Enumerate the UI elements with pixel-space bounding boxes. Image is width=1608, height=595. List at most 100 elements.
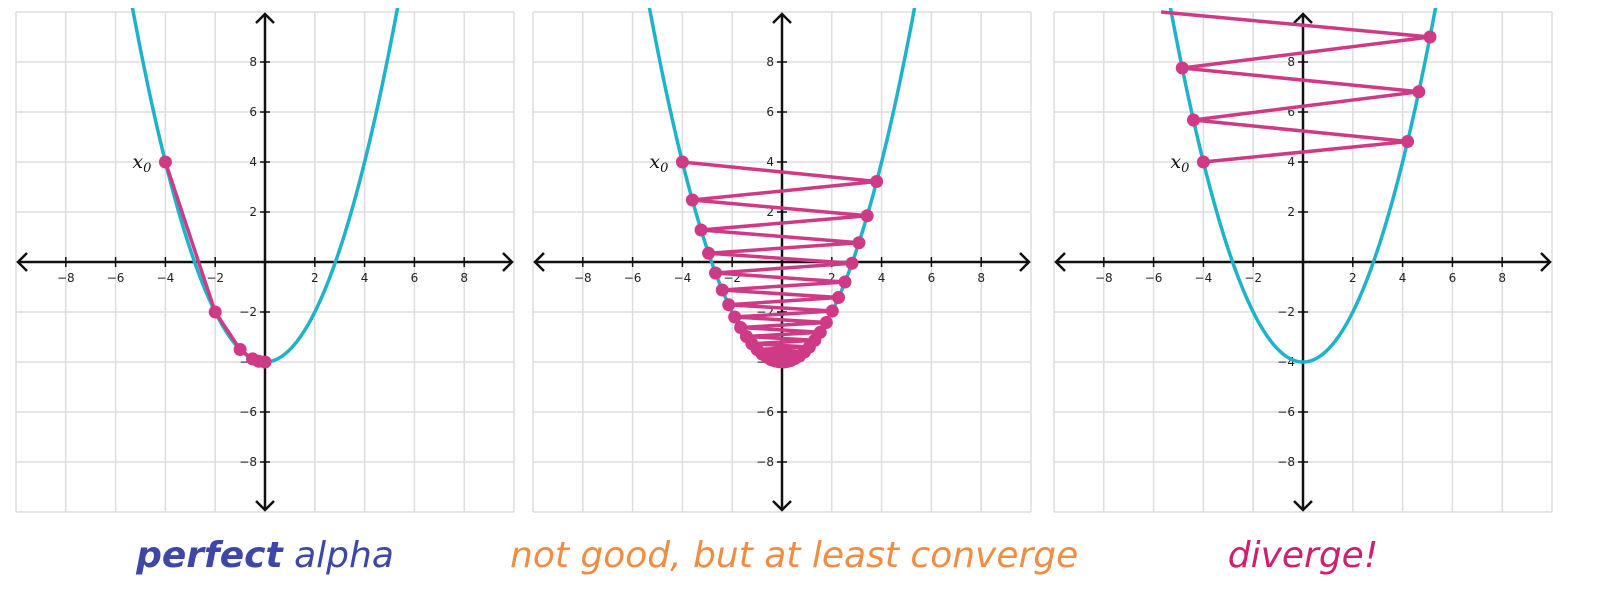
start-point-label-subscript: 0 — [1181, 161, 1189, 176]
caption-perfect-rest: alpha — [282, 535, 394, 576]
x-tick-label: 6 — [411, 271, 419, 285]
x-tick-label: 8 — [977, 271, 985, 285]
y-tick-label: −6 — [756, 405, 774, 419]
y-tick-label: −2 — [239, 305, 257, 319]
x-axis-arrow-right — [1019, 252, 1031, 272]
function-curve — [1168, 8, 1438, 364]
x-tick-label: −6 — [107, 271, 125, 285]
iteration-point — [715, 283, 729, 297]
y-tick-label: 8 — [766, 55, 774, 69]
y-axis-arrow-bottom — [1293, 500, 1313, 512]
y-tick-label: 6 — [249, 105, 257, 119]
y-tick-label: 4 — [1287, 155, 1295, 169]
x-axis-arrow-right — [502, 252, 514, 272]
y-axis-arrow-top — [1293, 12, 1313, 24]
start-point-label-subscript: 0 — [143, 161, 151, 176]
iteration-point — [1401, 135, 1415, 148]
iteration-point — [1412, 85, 1426, 99]
iteration-point — [208, 305, 222, 319]
x-tick-label: −8 — [1095, 271, 1113, 285]
y-tick-label: −8 — [756, 455, 774, 469]
y-tick-label: −6 — [1277, 405, 1295, 419]
x-tick-label: 4 — [1399, 271, 1407, 285]
iteration-point — [845, 256, 859, 270]
y-tick-label: −6 — [239, 405, 257, 419]
y-axis-arrow-bottom — [255, 500, 275, 512]
x-tick-label: 2 — [311, 271, 319, 285]
y-axis-arrow-bottom — [772, 500, 792, 512]
iteration-point — [870, 175, 884, 188]
caption-diverge-text: diverge! — [1227, 535, 1379, 576]
y-tick-label: 8 — [249, 55, 257, 69]
y-tick-label: −2 — [1277, 305, 1295, 319]
x-axis-arrow-left — [533, 252, 545, 272]
iteration-point — [1186, 113, 1200, 127]
x-tick-label: 4 — [361, 271, 369, 285]
x-axis-arrow-left — [16, 252, 28, 272]
iteration-point — [777, 355, 791, 369]
start-point-label-main: x — [1170, 151, 1181, 173]
iteration-point — [722, 298, 736, 312]
x-tick-label: 6 — [928, 271, 936, 285]
x-tick-label: −2 — [1244, 271, 1262, 285]
y-tick-label: 2 — [1287, 205, 1295, 219]
caption-perfect: perfect alpha — [12, 528, 518, 584]
y-tick-label: 6 — [1287, 105, 1295, 119]
y-axis-arrow-top — [255, 12, 275, 24]
x-tick-label: −2 — [206, 271, 224, 285]
x-tick-label: −4 — [674, 271, 692, 285]
y-tick-label: 4 — [249, 155, 257, 169]
y-tick-label: 6 — [766, 105, 774, 119]
iteration-point — [258, 355, 272, 369]
y-axis-arrow-top — [772, 12, 792, 24]
start-point-label: x0 — [1170, 151, 1189, 176]
x-tick-label: 2 — [1349, 271, 1357, 285]
iteration-point — [852, 236, 866, 250]
y-tick-label: 2 — [249, 205, 257, 219]
iteration-point — [728, 310, 742, 324]
iteration-point — [709, 266, 723, 280]
iteration-point — [832, 291, 846, 304]
chart-panel-diverge: −8 −6 −4 −2 2 4 6 8 8 6 4 2 −2 −4 −6 −8 x0 — [1050, 8, 1556, 516]
iteration-point — [1175, 61, 1189, 75]
x-tick-label: 8 — [460, 271, 468, 285]
x-tick-label: −4 — [157, 271, 175, 285]
iteration-point — [819, 316, 833, 329]
iteration-point — [1196, 155, 1210, 169]
x-tick-label: 4 — [878, 271, 886, 285]
x-axis-arrow-left — [1054, 252, 1066, 272]
iteration-point — [675, 155, 689, 169]
x-tick-label: −6 — [624, 271, 642, 285]
y-tick-label: 4 — [766, 155, 774, 169]
iteration-point — [158, 155, 172, 169]
start-point-label: x0 — [132, 151, 151, 176]
iteration-point — [694, 223, 708, 237]
caption-diverge: diverge! — [1050, 528, 1556, 584]
start-point-label-subscript: 0 — [660, 161, 668, 176]
x-axis-arrow-right — [1540, 252, 1552, 272]
x-tick-label: −8 — [574, 271, 592, 285]
y-tick-label: −8 — [239, 455, 257, 469]
iteration-point — [702, 246, 716, 260]
x-tick-label: −6 — [1145, 271, 1163, 285]
x-tick-label: −4 — [1195, 271, 1213, 285]
start-point-label: x0 — [649, 151, 668, 176]
caption-converge: not good, but at least converge — [510, 528, 1078, 584]
iteration-point — [860, 209, 874, 223]
iteration-point — [825, 304, 839, 318]
caption-perfect-bold: perfect — [136, 535, 283, 576]
iteration-point — [685, 193, 699, 207]
x-tick-label: 8 — [1498, 271, 1506, 285]
iteration-point — [838, 275, 852, 289]
y-tick-label: −8 — [1277, 455, 1295, 469]
start-point-label-main: x — [132, 151, 143, 173]
y-tick-label: 8 — [1287, 55, 1295, 69]
start-point-label-main: x — [649, 151, 660, 173]
y-tick-label: 2 — [766, 205, 774, 219]
x-tick-label: 2 — [828, 271, 836, 285]
